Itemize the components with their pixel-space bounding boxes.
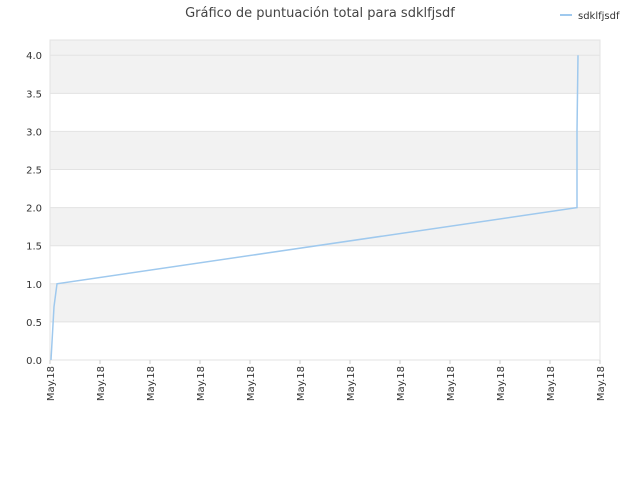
y-tick-label: 2.0 bbox=[26, 204, 42, 215]
y-tick-label: 0.5 bbox=[26, 318, 42, 329]
y-tick-label: 0.0 bbox=[26, 356, 42, 367]
x-tick-label: May.18 bbox=[196, 366, 207, 401]
x-tick-label: May.18 bbox=[246, 366, 257, 401]
y-tick-label: 4.0 bbox=[26, 51, 42, 62]
y-tick-label: 1.5 bbox=[26, 242, 42, 253]
x-tick-label: May.18 bbox=[596, 366, 607, 401]
x-tick-label: May.18 bbox=[96, 366, 107, 401]
grid-band bbox=[50, 55, 600, 94]
grid-band bbox=[50, 131, 600, 170]
grid-band bbox=[50, 207, 600, 246]
data-line bbox=[50, 55, 579, 361]
y-tick-label: 1.0 bbox=[26, 280, 42, 291]
legend-label: sdklfjsdf bbox=[578, 11, 620, 22]
x-tick-label: May.18 bbox=[146, 366, 157, 401]
x-tick-label: May.18 bbox=[446, 366, 457, 401]
x-tick-label: May.18 bbox=[46, 366, 57, 401]
y-tick-label: 2.5 bbox=[26, 166, 42, 177]
grid-band bbox=[50, 283, 600, 322]
x-tick-label: May.18 bbox=[346, 366, 357, 401]
grid-band bbox=[50, 40, 600, 56]
x-tick-label: May.18 bbox=[496, 366, 507, 401]
x-tick-label: May.18 bbox=[546, 366, 557, 401]
chart-title: Gráfico de puntuación total para sdklfjs… bbox=[185, 6, 455, 21]
y-tick-label: 3.5 bbox=[26, 89, 42, 100]
y-tick-label: 3.0 bbox=[26, 127, 42, 138]
x-tick-label: May.18 bbox=[396, 366, 407, 401]
x-tick-label: May.18 bbox=[296, 366, 307, 401]
